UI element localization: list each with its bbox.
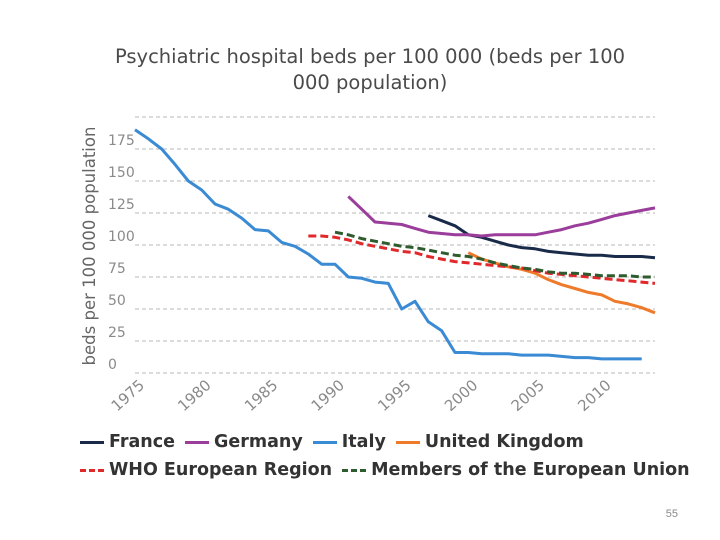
- legend-row: WHO European Region Members of the Europe…: [80, 456, 700, 484]
- y-tick-label: 125: [108, 197, 135, 213]
- legend-item: Germany: [184, 432, 303, 452]
- legend-swatch: [80, 440, 104, 444]
- legend-item: Members of the European Union: [342, 460, 690, 480]
- legend-item: France: [80, 432, 175, 452]
- x-tick-label: 2010: [574, 376, 614, 415]
- legend-label: WHO European Region: [109, 460, 333, 480]
- chart-legend: France Germany Italy United Kingdom WHO Euro…: [80, 428, 700, 484]
- series-lines: [134, 128, 656, 361]
- y-tick-label: 75: [108, 261, 126, 277]
- x-tick-label: 1990: [308, 376, 348, 415]
- series-line-italy: [134, 128, 642, 361]
- x-tick-label: 1985: [241, 376, 281, 415]
- legend-label: United Kingdom: [424, 432, 584, 452]
- legend-label: Italy: [341, 432, 386, 452]
- y-tick-label: 100: [108, 229, 135, 245]
- y-tick-label: 25: [108, 325, 126, 341]
- series-line-members-of-the-european-union: [334, 230, 655, 279]
- x-axis-tick-labels: 1975 1980 1985 1990 1995 2000 2005 2010: [108, 376, 615, 415]
- slide-number: 55: [665, 508, 678, 520]
- series-line-who-european-region: [308, 234, 656, 285]
- legend-row: France Germany Italy United Kingdom: [80, 428, 700, 456]
- legend-item: United Kingdom: [395, 432, 584, 452]
- legend-swatch: [80, 468, 104, 472]
- x-tick-label: 1980: [174, 376, 214, 415]
- x-tick-label: 1975: [108, 376, 148, 415]
- legend-swatch: [342, 468, 367, 472]
- x-tick-label: 1995: [374, 376, 414, 415]
- legend-label: Members of the European Union: [371, 460, 690, 480]
- legend-item: WHO European Region: [80, 460, 332, 480]
- series-line-france: [427, 214, 656, 260]
- y-axis-tick-labels: 0 25 50 75 100 125 150 175: [108, 133, 135, 373]
- y-tick-label: 50: [108, 293, 126, 309]
- legend-swatch: [184, 440, 209, 444]
- legend-item: Italy: [312, 432, 386, 452]
- legend-swatch: [312, 440, 337, 444]
- series-line-germany: [347, 195, 656, 238]
- chart-title-line-2: 000 population): [292, 71, 448, 94]
- chart-title-line-1: Psychiatric hospital beds per 100 000 (b…: [114, 45, 626, 68]
- x-tick-label: 2000: [441, 376, 481, 415]
- x-tick-label: 2005: [508, 376, 548, 415]
- y-tick-label: 175: [108, 133, 135, 149]
- y-tick-label: 0: [108, 357, 117, 373]
- y-tick-label: 150: [108, 165, 135, 181]
- y-axis-label: beds per 100 000 population: [80, 127, 99, 366]
- legend-label: Germany: [213, 432, 303, 452]
- legend-label: France: [109, 432, 175, 452]
- legend-swatch: [395, 440, 420, 444]
- series-line-united-kingdom: [467, 251, 656, 315]
- chart-title: Psychiatric hospital beds per 100 000 (b…: [70, 44, 670, 96]
